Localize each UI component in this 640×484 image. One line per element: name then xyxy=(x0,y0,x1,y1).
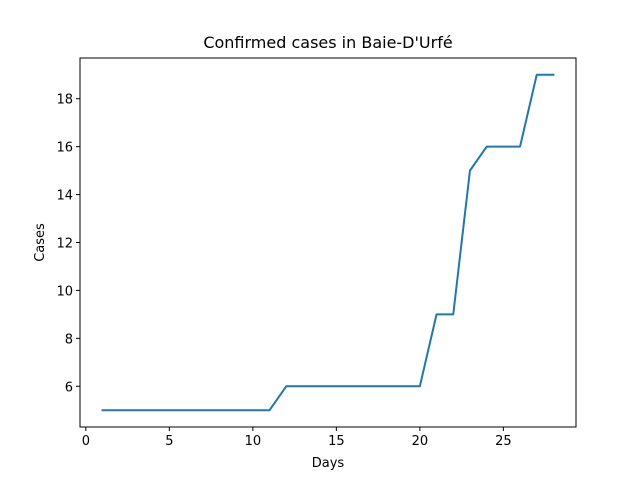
y-tick-label: 14 xyxy=(56,189,73,204)
ticks-layer: 0 5 10 15 20 25 6 8 10 12 14 16 18 xyxy=(56,93,511,449)
y-tick-label: 6 xyxy=(65,380,73,395)
y-tick-label: 10 xyxy=(56,284,73,299)
x-tick-label: 5 xyxy=(165,434,173,449)
y-tick-label: 16 xyxy=(56,141,73,156)
x-tick-label: 10 xyxy=(245,434,262,449)
axes-frame xyxy=(79,57,577,428)
x-tick-label: 0 xyxy=(82,434,90,449)
chart-title: Confirmed cases in Baie-D'Urfé xyxy=(203,33,452,52)
x-axis-label: Days xyxy=(312,456,345,471)
y-tick-label: 18 xyxy=(56,93,73,108)
x-tick-label: 20 xyxy=(412,434,429,449)
series-line-0 xyxy=(101,73,555,412)
x-tick-label: 15 xyxy=(328,434,345,449)
y-tick-label: 8 xyxy=(65,332,73,347)
plot-layer xyxy=(101,73,555,412)
x-tick-label: 25 xyxy=(495,434,512,449)
y-tick-label: 12 xyxy=(56,237,73,252)
y-axis-label: Cases xyxy=(33,223,48,262)
